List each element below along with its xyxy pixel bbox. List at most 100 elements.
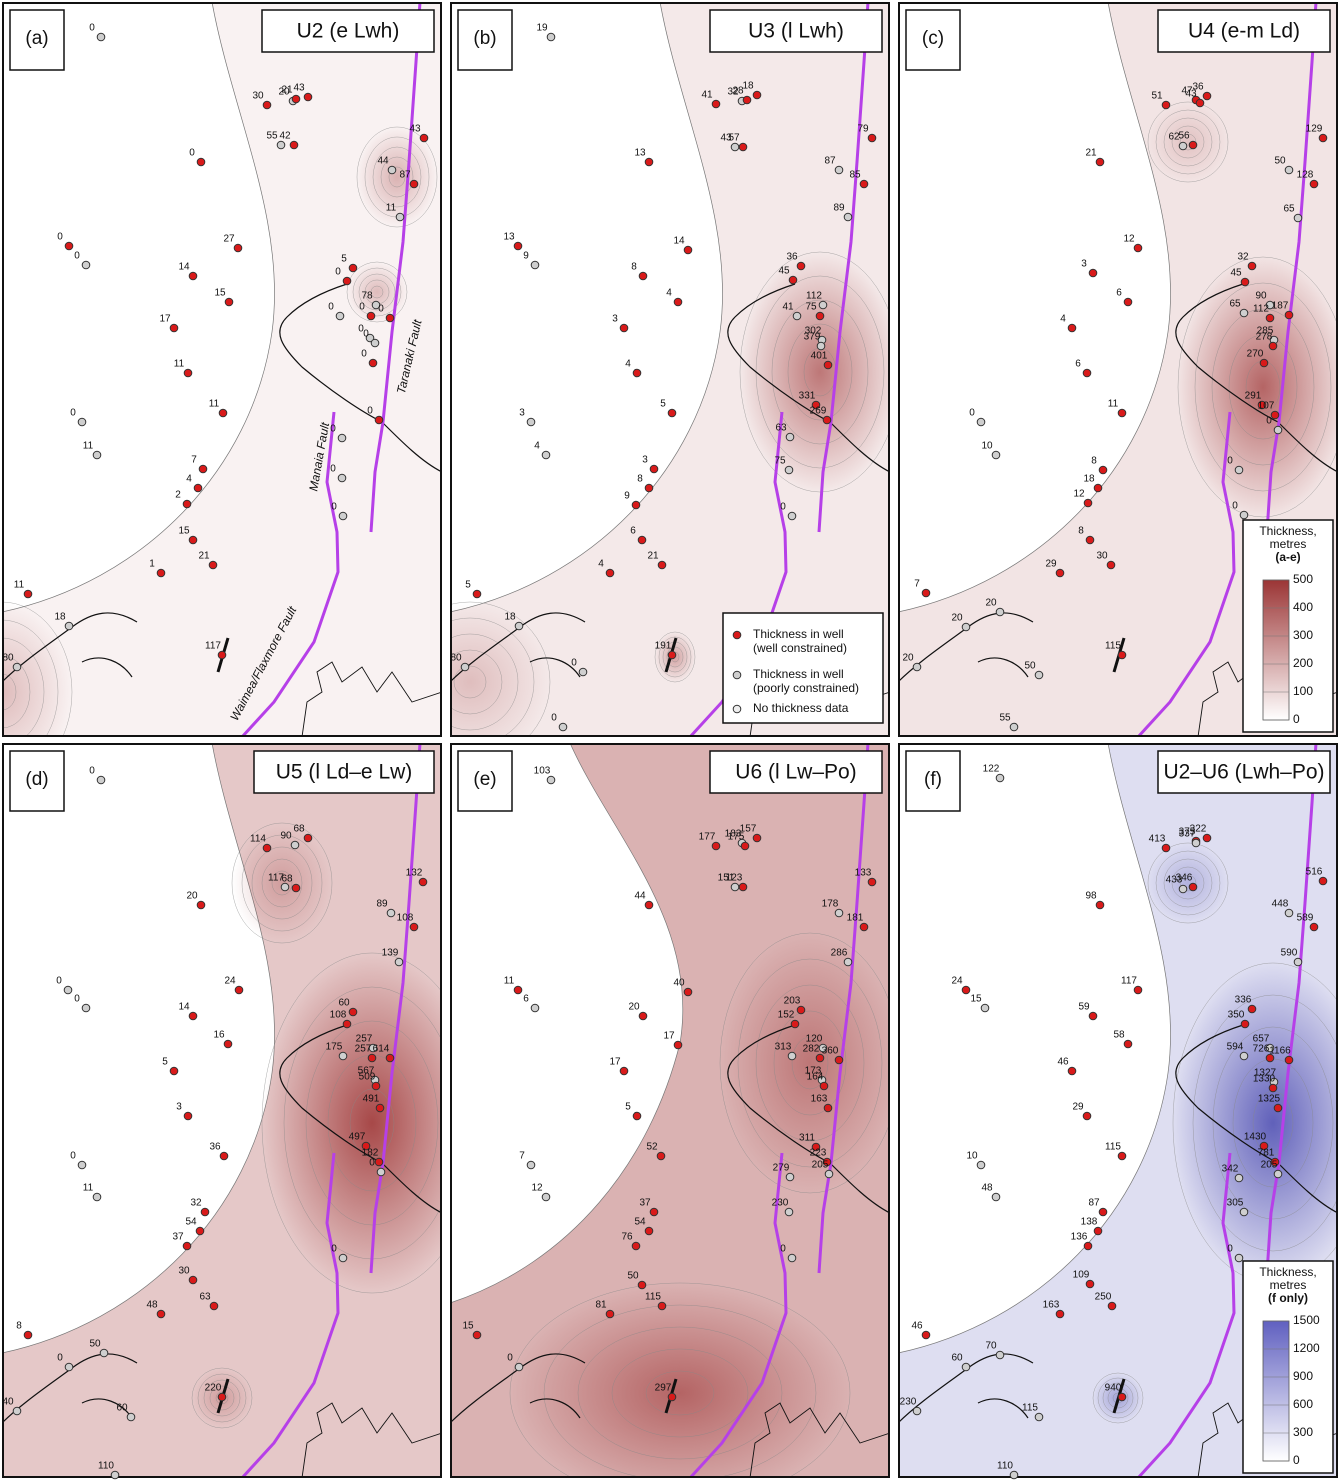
well-value: 75 (805, 302, 817, 313)
well-value: 726 (1253, 1044, 1270, 1055)
well-value: 285 (1257, 326, 1274, 337)
well-value: 375 (1179, 827, 1196, 838)
well-value: 0 (335, 267, 341, 278)
well-constrained (375, 1103, 385, 1113)
well-constrained (374, 1157, 384, 1167)
well-constrained (740, 841, 750, 851)
well-value: 21 (647, 551, 659, 562)
well-value: 30 (178, 1266, 190, 1277)
contour (1097, 1377, 1139, 1419)
fault (369, 743, 422, 1274)
well-constrained (1083, 1241, 1093, 1251)
well-poor (546, 775, 556, 785)
well-value: 68 (293, 824, 305, 835)
well-value: 12 (1123, 234, 1135, 245)
well-constrained (1123, 297, 1133, 307)
well-poor (1234, 1253, 1244, 1263)
well-constrained (711, 99, 721, 109)
well-poor (335, 311, 345, 321)
well-poor (1239, 1051, 1249, 1061)
well-constrained (822, 1157, 832, 1167)
well-value: 11 (1108, 399, 1119, 410)
contour (1092, 1372, 1144, 1424)
well-constrained (637, 1280, 647, 1290)
well-constrained (921, 1330, 931, 1340)
contour (771, 299, 869, 445)
well-constrained (1055, 568, 1065, 578)
well-value: 20 (186, 891, 198, 902)
well-poor (77, 417, 87, 427)
well-value: 5 (341, 254, 347, 265)
well-poor (92, 1192, 102, 1202)
contour (2, 637, 45, 737)
well-value: 491 (363, 1094, 380, 1105)
well-constrained (342, 1019, 352, 1029)
contour (1171, 125, 1205, 159)
well-value: 45 (1230, 268, 1242, 279)
contour (261, 952, 442, 1294)
well-poor (514, 621, 524, 631)
well-constrained (823, 1103, 833, 1113)
well-value: 164 (807, 1072, 824, 1083)
well-poor (386, 908, 396, 918)
well-constrained (1095, 900, 1105, 910)
well-value: 3 (642, 455, 648, 466)
panel: (e) U6 (l Lw–Po) (450, 743, 890, 1478)
thickness-belt (898, 2, 1338, 737)
legend-text: No thickness data (753, 701, 849, 715)
well-value: 11 (174, 359, 185, 370)
well-value: 70 (985, 1341, 997, 1352)
well-constrained (1123, 1039, 1133, 1049)
well-value: 322 (1190, 824, 1207, 835)
panel-frame (2, 743, 442, 1478)
well-value: 7 (191, 455, 197, 466)
well-value: 109 (1073, 1270, 1090, 1281)
well-value: 18 (504, 612, 516, 623)
well-value: 346 (1176, 873, 1193, 884)
well-value: 360 (822, 1046, 839, 1057)
well-constrained (233, 243, 243, 253)
panel: (d) U5 (l Ld–e Lw) (2, 743, 442, 1478)
well-value: 136 (1071, 1232, 1088, 1243)
well-constrained (605, 568, 615, 578)
panel-title: U4 (e-m Ld) (1188, 20, 1300, 43)
colorbar-tick-label: 200 (1293, 656, 1313, 670)
well-constrained (752, 833, 762, 843)
well-poor (64, 621, 74, 631)
well-value: 11 (386, 203, 397, 214)
well-constrained (1309, 179, 1319, 189)
well-value: 87 (824, 156, 836, 167)
well-value: 29 (1045, 559, 1057, 570)
colorbar-title: (f only) (1268, 1291, 1308, 1305)
well-constrained (1202, 91, 1212, 101)
well-poor (1178, 884, 1188, 894)
contour (2, 601, 73, 737)
title-box (709, 9, 883, 53)
well-value: 115 (1105, 641, 1121, 652)
well-constrained (667, 650, 677, 660)
well-constrained (1106, 560, 1116, 570)
well-constrained (385, 313, 395, 323)
well-value: 5 (162, 1057, 168, 1068)
well-value: 76 (621, 1232, 633, 1243)
well-value: 589 (1297, 913, 1314, 924)
well-value: 128 (1297, 170, 1314, 181)
coastline (279, 283, 442, 473)
panel-letter: (d) (25, 769, 48, 790)
well-value: 60 (338, 998, 350, 1009)
contour (370, 285, 384, 299)
well-constrained (1098, 465, 1108, 475)
well-poor (730, 142, 740, 152)
well-value: 80 (450, 653, 462, 664)
well-value: 120 (806, 1034, 823, 1045)
well-constrained (169, 323, 179, 333)
well-constrained (303, 833, 313, 843)
well-poor (995, 1350, 1005, 1360)
well-constrained (1188, 140, 1198, 150)
well-value: 269 (810, 406, 827, 417)
well-constrained (218, 408, 228, 418)
well-value: 11 (209, 399, 220, 410)
well-value: 65 (1283, 204, 1295, 215)
well-value: 0 (359, 302, 365, 313)
contour (261, 858, 303, 908)
